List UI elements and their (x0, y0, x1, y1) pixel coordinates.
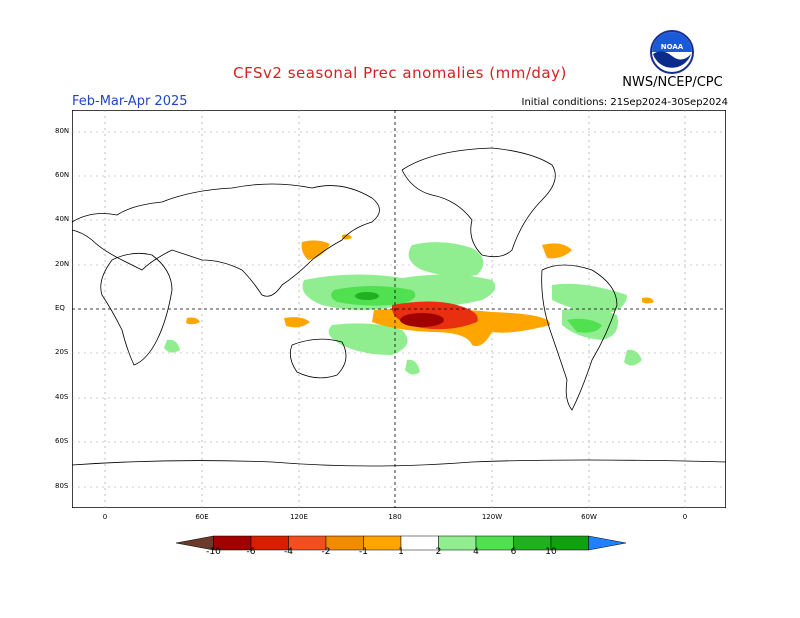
lon-label: 180 (388, 513, 402, 521)
colorbar-label: 1 (398, 547, 404, 557)
lon-label: 120E (290, 513, 308, 521)
lon-label: 0 (102, 513, 108, 521)
colorbar-label: 2 (435, 547, 442, 557)
lat-label: 80S (55, 482, 69, 490)
dry-anomaly-darkred (400, 313, 444, 327)
lat-label: 20S (55, 348, 69, 356)
lat-label: 40S (55, 393, 69, 401)
lat-label: 60S (55, 437, 69, 445)
lon-label: 60W (581, 513, 597, 521)
lat-label: EQ (55, 304, 65, 312)
lon-label: 0 (682, 513, 688, 521)
colorbar (176, 535, 626, 551)
colorbar-label: -10 (206, 547, 221, 557)
colorbar-label: 10 (545, 547, 557, 557)
lat-label: 40N (55, 215, 70, 223)
colorbar-label: 4 (473, 547, 479, 557)
wet-anomaly-dark (355, 292, 379, 300)
lat-label: 20N (55, 260, 70, 268)
colorbar-segment (588, 535, 626, 551)
colorbar-label: -6 (246, 547, 256, 557)
agency-label: NWS/NCEP/CPC (622, 75, 723, 90)
colorbar-label: -1 (359, 547, 368, 557)
noaa-logo-text: NOAA (661, 43, 684, 51)
lat-label: 80N (55, 127, 70, 135)
colorbar-label: 6 (510, 547, 517, 557)
lat-label: 60N (55, 171, 70, 179)
lon-label: 60E (195, 513, 209, 521)
lon-label: 120W (481, 513, 503, 521)
colorbar-label: -2 (321, 547, 331, 557)
anomaly-fields (164, 234, 654, 375)
precip-anomaly-map (72, 110, 726, 508)
coastlines (72, 147, 726, 467)
colorbar-label: -4 (284, 547, 293, 557)
map-title: CFSv2 seasonal Prec anomalies (mm/day) (233, 64, 567, 82)
season-label: Feb-Mar-Apr 2025 (72, 94, 188, 109)
noaa-logo: NOAA (650, 30, 694, 74)
initial-conditions: Initial conditions: 21Sep2024-30Sep2024 (521, 97, 729, 108)
